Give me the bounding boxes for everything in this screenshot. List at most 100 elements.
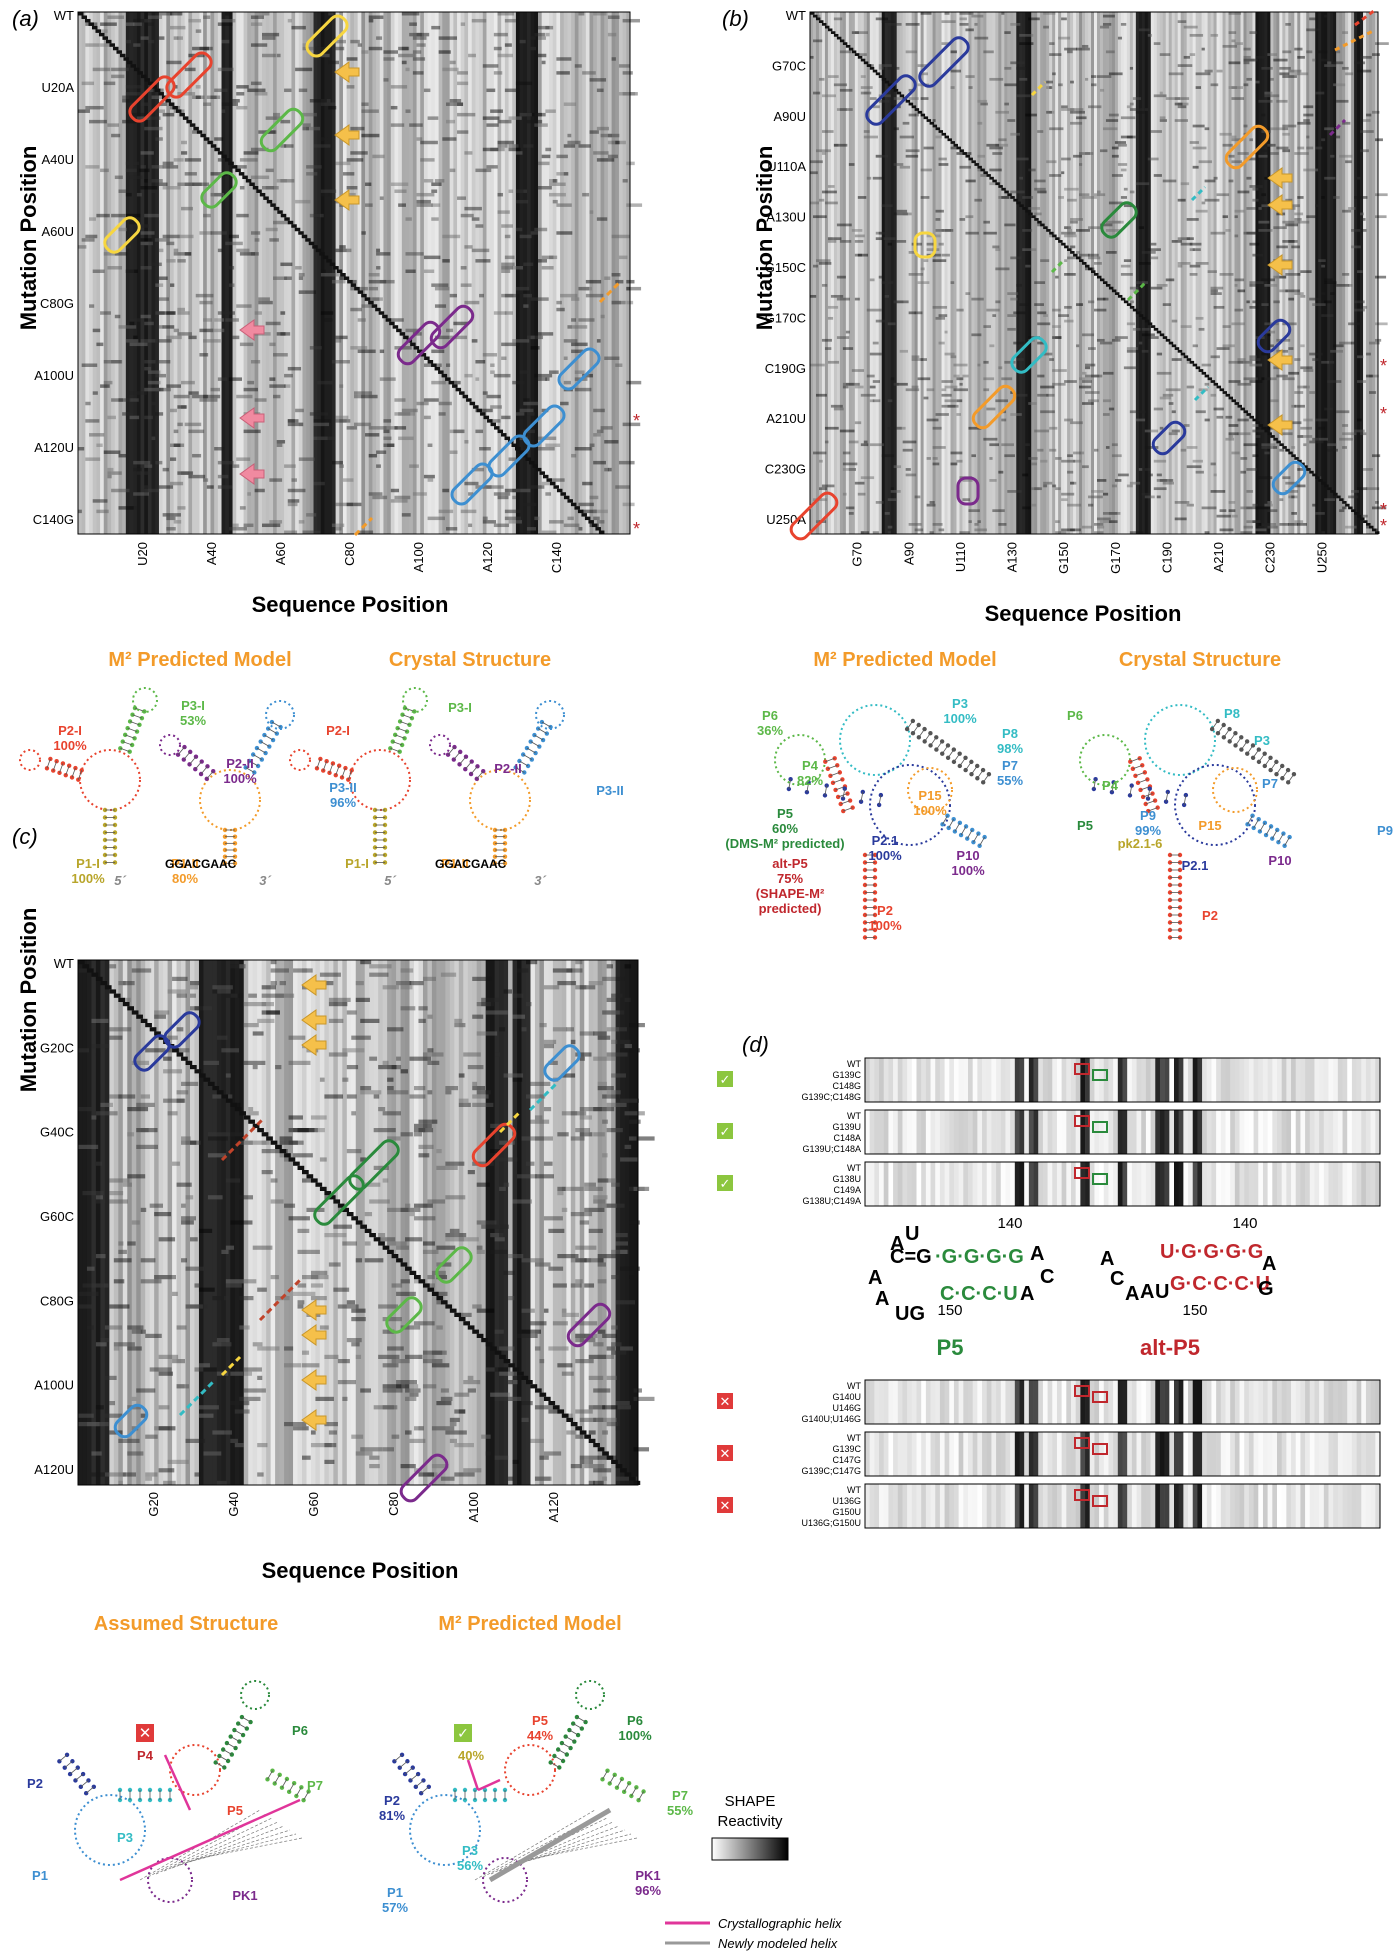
helix-label: 100% [868, 918, 902, 933]
panel-b-y-ticks: WT G70C A90U U110A A130U G150C G170C C190G A210U… [765, 8, 807, 527]
x-tick-label: A120 [480, 542, 495, 572]
cross-icon [717, 1497, 733, 1513]
helix-label: 100% [223, 771, 257, 786]
helix-label: 55% [997, 773, 1023, 788]
mutant-label: WT [847, 1381, 861, 1391]
p5-number-140: 140 [997, 1215, 1022, 1232]
mutant-label: G138U;C149A [802, 1196, 861, 1206]
y-tick-label: A120U [34, 440, 74, 455]
asterisk: * [1380, 356, 1387, 376]
cross-icon [136, 1724, 154, 1742]
y-tick-label: A120U [34, 1462, 74, 1477]
helix-label: 55% [667, 1803, 693, 1818]
panel-c-x-ticks: G20 G40 G60 C80 A100 A120 [146, 1492, 561, 1522]
x-tick-label: C190 [1159, 542, 1174, 573]
shape-legend-line1: SHAPE [725, 1793, 776, 1810]
y-tick-label: C230G [765, 462, 806, 477]
panel-b-model-title: M² Predicted Model [813, 649, 996, 671]
y-tick-label: G70C [772, 58, 806, 73]
panel-b: (b) Mutation Position WT G70C A90U U110A A13… [722, 6, 1389, 626]
helix-label: P3 [952, 696, 968, 711]
helix-label: P15 [1198, 818, 1221, 833]
x-tick-label: A100 [411, 542, 426, 572]
panel-b-y-title: Mutation Position [752, 146, 777, 331]
helix-label: P9 [1377, 823, 1393, 838]
x-tick-label: G170 [1108, 542, 1123, 574]
mutant-label: G139U [832, 1122, 861, 1132]
x-tick-label: G60 [306, 1492, 321, 1517]
helix-label: 96% [635, 1883, 661, 1898]
helix-label: P1-II [171, 856, 198, 871]
panel-c-assumed-helix-labels: P4 P6 P7 P2 P5 P3 P1 PK1 [27, 1723, 323, 1903]
altp5-label: alt-P5 [1140, 1335, 1200, 1360]
svg-text:✓: ✓ [720, 1072, 731, 1087]
helix-label: P4 [137, 1748, 154, 1763]
helix-label: (DMS-M² predicted) [725, 836, 844, 851]
helix-label: P3-I [448, 700, 472, 715]
helix-label: 100% [618, 1728, 652, 1743]
helix-label: P6 [292, 1723, 308, 1738]
helix-label: 53% [180, 713, 206, 728]
panel-c-arrows [301, 974, 327, 1431]
helix-label: P2 [384, 1793, 400, 1808]
x-tick-label: U250 [1314, 542, 1329, 573]
heatmap-c [77, 959, 655, 1486]
panel-a-structures: M² Predicted Model Crystal Structure P2-… [19, 649, 624, 888]
helix-label: P2.1 [1182, 858, 1209, 873]
mutant-label: G140U;U146G [801, 1414, 861, 1424]
helix-label: P2-I [326, 723, 350, 738]
altp5-number-150: 150 [1182, 1302, 1207, 1319]
helix-label: P6 [627, 1713, 643, 1728]
x-tick-label: U20 [135, 542, 150, 566]
panel-a-label: (a) [12, 6, 39, 31]
helix-label: P15 [918, 788, 941, 803]
rna-structure-a-model [19, 687, 295, 866]
panel-b-structures: M² Predicted Model Crystal Structure P63… [725, 649, 1393, 940]
helix-label: pk2.1-6 [1118, 836, 1163, 851]
helix-label: P3-II [596, 783, 623, 798]
helix-label: P7 [307, 1778, 323, 1793]
helix-label: P3 [117, 1830, 133, 1845]
helix-label: 75% [777, 871, 803, 886]
helix-label: P2-II [226, 756, 253, 771]
panel-c-assumed-title: Assumed Structure [94, 1613, 279, 1635]
x-tick-label: A130 [1005, 542, 1020, 572]
y-tick-label: U20A [41, 80, 74, 95]
x-tick-label: C80 [386, 1492, 401, 1516]
panel-a: (a) Mutation Position WT U20A A40U A60U C80G… [12, 6, 643, 617]
helix-label: 100% [71, 871, 105, 886]
helix-label: (SHAPE-M² [756, 886, 825, 901]
svg-text:✓: ✓ [457, 1725, 469, 1741]
svg-text:✓: ✓ [720, 1124, 731, 1139]
panel-d: (d) WTG139CC148GG139C;C148G✓WTG139UC148A… [717, 1032, 1381, 1529]
helix-label: 3´ [534, 873, 546, 888]
helix-label: P1-II [441, 856, 468, 871]
y-tick-label: U110A [767, 159, 806, 174]
helix-label: P2.1 [872, 833, 899, 848]
panel-b-label: (b) [722, 6, 749, 31]
p5-hairpin: 140 150 A U C=G A A UG ·G·G·G·G C·C·C·U … [868, 1215, 1054, 1360]
panel-a-x-title: Sequence Position [252, 592, 449, 617]
x-tick-label: U110 [953, 542, 968, 572]
y-tick-label: A130U [766, 210, 806, 225]
helix-label: P2 [877, 903, 893, 918]
mutant-label: U136G [832, 1496, 861, 1506]
mutant-label: G139U;C148A [802, 1144, 861, 1154]
asterisk: * [1380, 516, 1387, 536]
x-tick-label: G20 [146, 1492, 161, 1517]
panel-a-crystal-title: Crystal Structure [389, 649, 551, 671]
helix-label: 5´ [384, 873, 396, 888]
panel-c: (c) Mutation Position WTG20CG40CG60CC80G… [12, 824, 655, 1583]
helix-label: P3 [462, 1843, 478, 1858]
mutant-label: G139C;C148G [801, 1092, 861, 1102]
panel-a-crystal-helix-labels: P2-I P3-I P2-II P3-II P1-I P1-II 5´ 3´ GGACGAAC [326, 700, 624, 888]
y-tick-label: A100U [34, 368, 74, 383]
helix-label: PK1 [232, 1888, 257, 1903]
shape-legend-line2: Reactivity [717, 1813, 783, 1830]
panel-c-structures: Assumed Structure M² Predicted Model P4P… [27, 1613, 842, 1951]
x-tick-label: C140 [549, 542, 564, 573]
helix-label: P9 [1140, 808, 1156, 823]
helix-label: P8 [1224, 706, 1240, 721]
check-icon [717, 1175, 733, 1191]
